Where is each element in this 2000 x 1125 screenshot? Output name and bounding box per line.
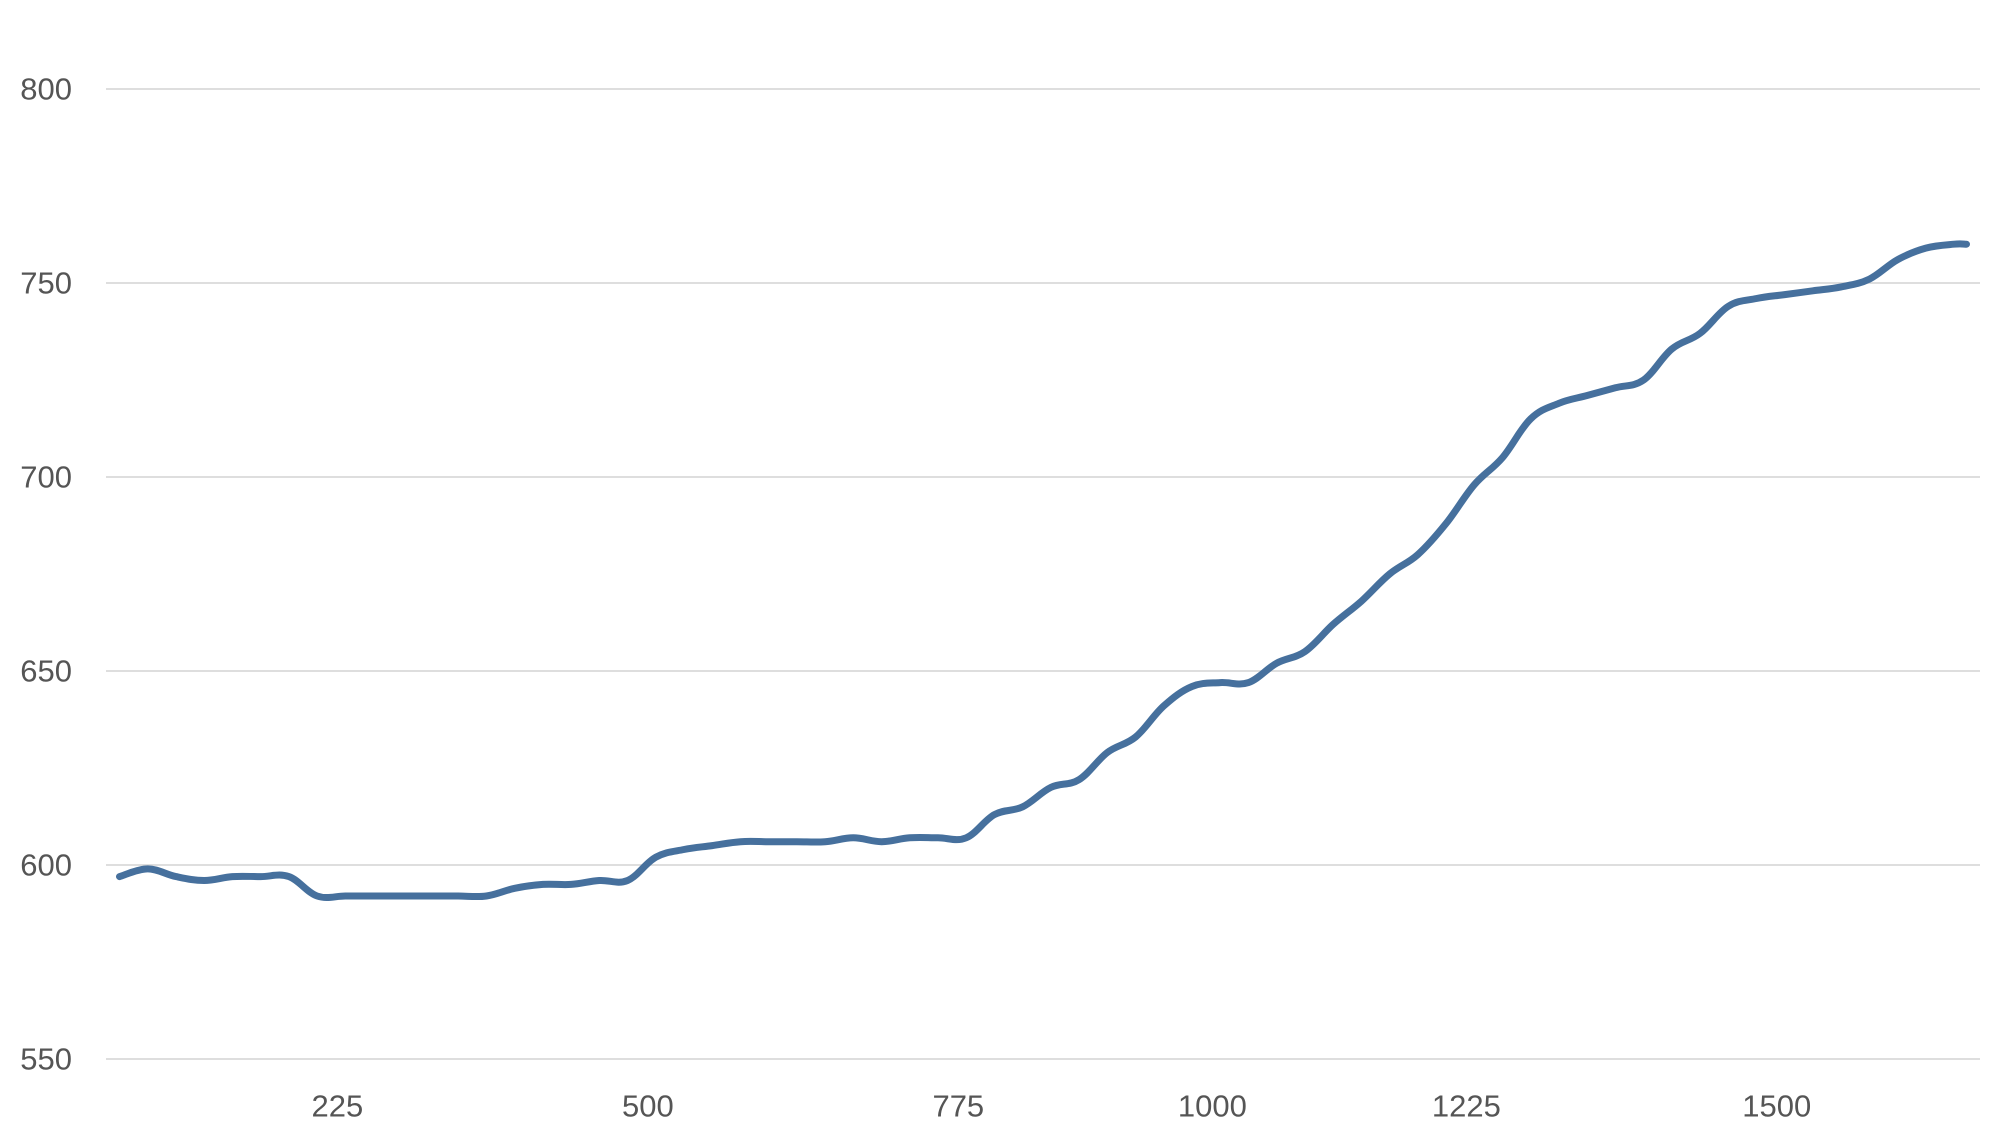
data-point <box>709 843 715 849</box>
data-point <box>1302 649 1308 655</box>
data-point <box>1104 750 1110 756</box>
gridlines <box>106 88 1980 1060</box>
data-point <box>1838 284 1844 290</box>
data-point <box>1697 330 1703 336</box>
data-point <box>738 839 744 845</box>
data-point <box>822 839 828 845</box>
data-point <box>1725 303 1731 309</box>
x-tick-label: 1225 <box>1432 1089 1501 1124</box>
data-point <box>907 835 913 841</box>
data-point <box>314 893 320 899</box>
x-tick-label: 775 <box>932 1089 984 1124</box>
data-point <box>1020 804 1026 810</box>
y-tick-label: 550 <box>20 1042 72 1077</box>
series-layer <box>116 240 1970 902</box>
data-point <box>1866 276 1872 282</box>
data-point <box>935 835 941 841</box>
data-point <box>1923 245 1929 251</box>
data-point <box>455 893 461 899</box>
data-point <box>229 874 235 880</box>
data-point <box>1189 684 1195 690</box>
data-point <box>1556 400 1562 406</box>
x-tick-label: 500 <box>622 1089 674 1124</box>
data-point <box>963 835 969 841</box>
data-point <box>1330 621 1336 627</box>
data-point <box>1782 292 1788 298</box>
data-point <box>1754 296 1760 302</box>
y-axis-ticks: 550 600 650 700 750 800 <box>20 72 72 1077</box>
data-point <box>1443 521 1449 527</box>
data-point <box>540 881 546 887</box>
data-point <box>145 866 151 872</box>
data-point <box>766 839 772 845</box>
data-point <box>1584 393 1590 399</box>
y-tick-label: 800 <box>20 72 72 107</box>
data-point <box>1669 346 1675 352</box>
data-point <box>850 835 856 841</box>
data-point <box>1076 777 1082 783</box>
x-axis-ticks: 225 500 775 1000 1225 1500 <box>312 1089 1812 1124</box>
data-point <box>483 893 489 899</box>
data-point <box>1895 257 1901 263</box>
y-tick-label: 650 <box>20 654 72 689</box>
data-point <box>1274 660 1280 666</box>
data-point <box>399 893 405 899</box>
data-point <box>1133 734 1139 740</box>
data-point <box>427 893 433 899</box>
data-point <box>879 839 885 845</box>
data-point <box>625 878 631 884</box>
y-tick-label: 750 <box>20 266 72 301</box>
data-point <box>568 881 574 887</box>
x-tick-label: 1500 <box>1742 1089 1811 1124</box>
x-tick-label: 1000 <box>1178 1089 1247 1124</box>
data-point <box>992 812 998 818</box>
x-tick-label: 225 <box>312 1089 364 1124</box>
data-point <box>1951 241 1957 247</box>
data-point <box>1612 385 1618 391</box>
data-point <box>1387 571 1393 577</box>
series-line <box>116 240 1970 902</box>
data-point <box>1415 552 1421 558</box>
data-point <box>1810 288 1816 294</box>
data-point <box>286 874 292 880</box>
data-point <box>342 893 348 899</box>
data-point <box>1048 784 1054 790</box>
data-point <box>371 893 377 899</box>
data-point <box>1641 377 1647 383</box>
data-point <box>596 878 602 884</box>
y-tick-label: 700 <box>20 460 72 495</box>
data-point <box>1217 680 1223 686</box>
data-point <box>1500 455 1506 461</box>
data-point <box>794 839 800 845</box>
data-point <box>117 874 123 880</box>
data-point <box>1161 703 1167 709</box>
data-point <box>1528 416 1534 422</box>
y-tick-label: 600 <box>20 848 72 883</box>
data-point <box>173 874 179 880</box>
data-point <box>1246 680 1252 686</box>
data-point <box>1964 241 1970 247</box>
data-point <box>258 874 264 880</box>
data-point <box>681 847 687 853</box>
data-point <box>201 878 207 884</box>
data-point <box>653 854 659 860</box>
data-point <box>1471 482 1477 488</box>
data-point <box>512 885 518 891</box>
data-point <box>1358 598 1364 604</box>
